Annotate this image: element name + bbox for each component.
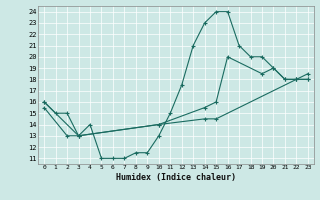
X-axis label: Humidex (Indice chaleur): Humidex (Indice chaleur) (116, 173, 236, 182)
